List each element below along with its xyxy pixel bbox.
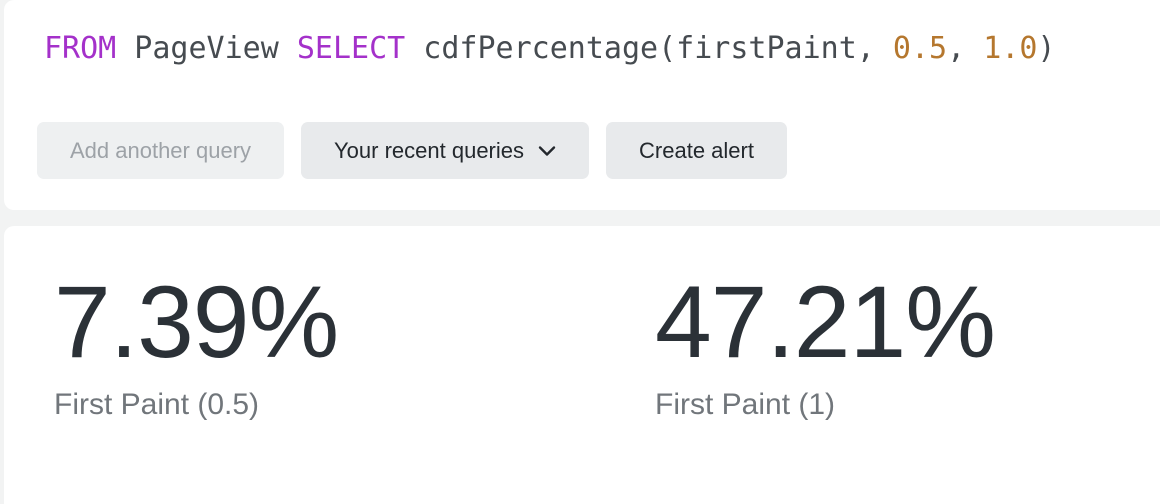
recent-queries-dropdown-button[interactable]: Your recent queries — [301, 122, 590, 179]
query-number-literal: 1.0 — [983, 31, 1038, 66]
query-text: PageView — [116, 31, 297, 66]
metric-value: 47.21% — [655, 265, 996, 379]
query-text: cdfPercentage(firstPaint, — [405, 31, 893, 66]
billboard-metric: 47.21% First Paint (1) — [655, 270, 1160, 504]
query-text: , — [947, 31, 984, 66]
create-alert-label: Create alert — [639, 138, 754, 163]
nrql-query-input[interactable]: FROM PageView SELECT cdfPercentage(first… — [4, 28, 1160, 70]
metric-label: First Paint (0.5) — [54, 388, 260, 421]
billboard-metric: 7.39% First Paint (0.5) — [54, 270, 655, 504]
query-number-literal: 0.5 — [892, 31, 948, 66]
add-another-query-button[interactable]: Add another query — [37, 122, 285, 179]
create-alert-button[interactable]: Create alert — [606, 122, 787, 179]
query-text: ) — [1037, 31, 1056, 66]
query-keyword: SELECT — [296, 31, 406, 66]
query-panel: FROM PageView SELECT cdfPercentage(first… — [4, 0, 1160, 210]
query-keyword: FROM — [44, 31, 117, 66]
metric-label: First Paint (1) — [655, 388, 836, 421]
add-another-query-label: Add another query — [70, 138, 252, 163]
recent-queries-label: Your recent queries — [334, 138, 525, 163]
query-toolbar: Add another query Your recent queries Cr… — [4, 122, 1160, 179]
chevron-down-icon — [538, 145, 556, 157]
metric-value: 7.39% — [54, 265, 339, 379]
query-results-card: 7.39% First Paint (0.5) 47.21% First Pai… — [4, 226, 1160, 504]
